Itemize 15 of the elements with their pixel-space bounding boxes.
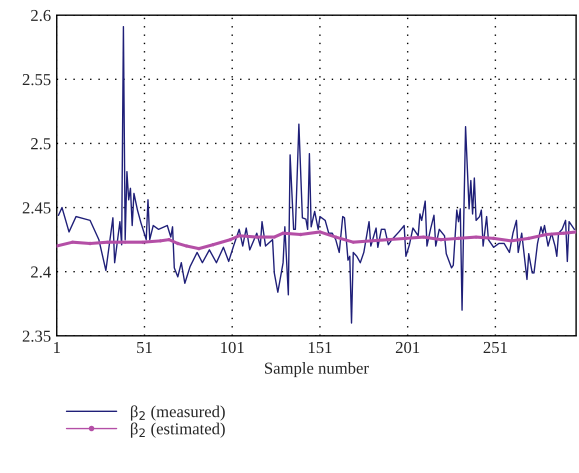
x-axis-title: Sample number	[265, 362, 369, 378]
x-tick-label: 151	[308, 342, 332, 354]
x-tick-label: 251	[484, 342, 507, 354]
legend-label: β$_{2}$ (estimated)	[130, 422, 225, 438]
y-tick-label: 2.45	[22, 202, 51, 214]
y-tick-label: 2.5	[31, 138, 51, 150]
y-tick-label: 2.4	[31, 266, 51, 278]
legend-label: β$_{2}$ (measured)	[130, 405, 225, 421]
y-tick-label: 2.55	[22, 74, 51, 86]
x-tick-label: 1	[54, 342, 60, 353]
x-tick-label: 201	[396, 342, 420, 354]
x-tick-label: 101	[221, 342, 244, 354]
x-tick-label: 51	[137, 342, 152, 354]
y-tick-label: 2.35	[22, 330, 51, 342]
y-tick-label: 2.6	[31, 10, 51, 22]
